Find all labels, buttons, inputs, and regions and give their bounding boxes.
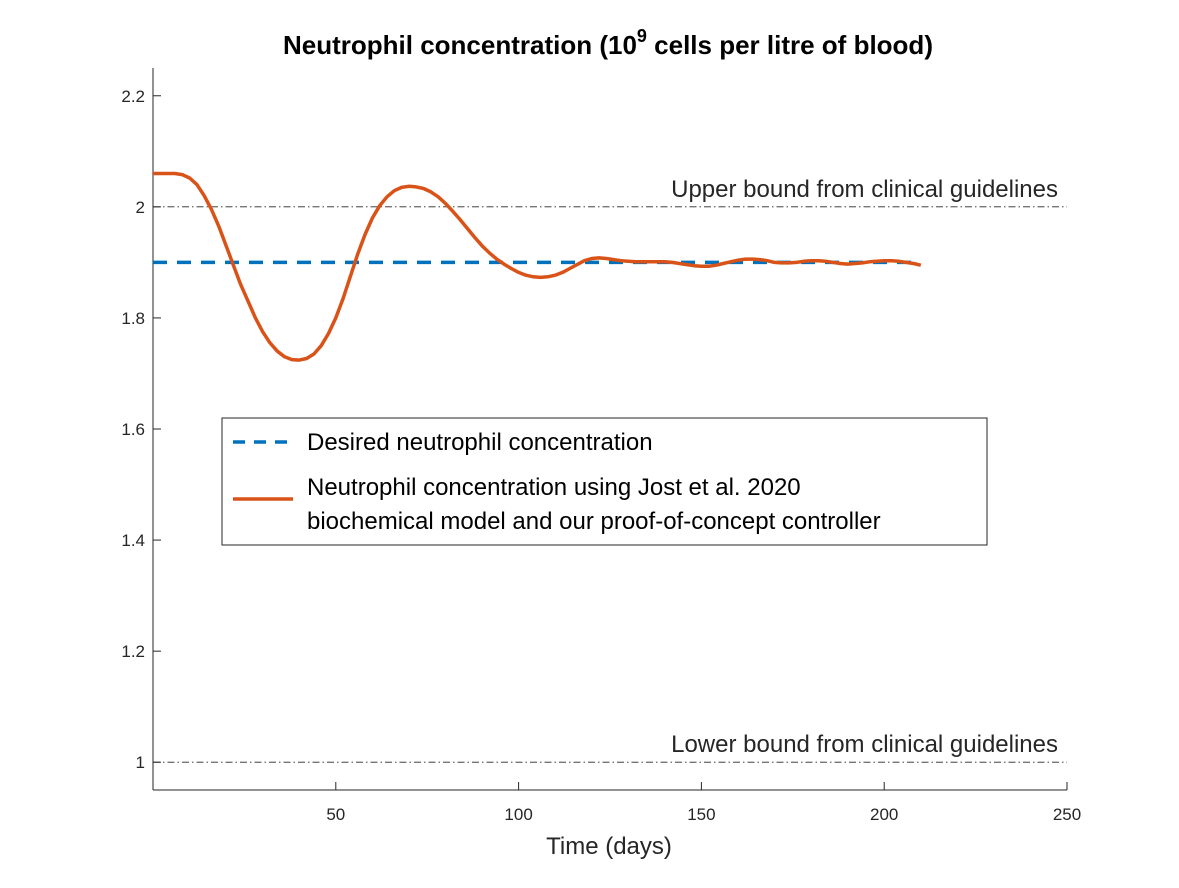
x-tick-label: 200 — [870, 805, 898, 824]
legend: Desired neutrophil concentration Neutrop… — [221, 417, 988, 546]
legend-box — [221, 417, 988, 546]
series-line-model — [153, 171, 922, 362]
x-tick-label: 150 — [687, 805, 715, 824]
x-axis-label: Time (days) — [546, 833, 672, 860]
y-tick-label: 1 — [136, 753, 145, 772]
x-tick-label: 100 — [504, 805, 532, 824]
x-tick-label: 250 — [1053, 805, 1081, 824]
reference-line-label: Upper bound from clinical guidelines — [671, 176, 1058, 203]
plot-area: 50 100 150 200 250 1 1.2 1.4 1.6 1.8 2 2.2 Upper bou… — [121, 68, 1081, 824]
y-tick-label: 1.6 — [121, 420, 145, 439]
y-tick-label: 1.8 — [121, 309, 145, 328]
chart-title-suffix: cells per litre of blood) — [647, 30, 933, 60]
y-tick-label: 2 — [136, 198, 145, 217]
legend-label-model-line-2: biochemical model and our proof-of-conce… — [307, 508, 881, 535]
reference-line-label: Lower bound from clinical guidelines — [671, 731, 1058, 758]
legend-label-desired: Desired neutrophil concentration — [307, 429, 653, 456]
chart-title: Neutrophil concentration (109 cells per … — [283, 26, 933, 60]
y-tick-label: 1.4 — [121, 531, 145, 550]
y-tick-label: 1.2 — [121, 642, 145, 661]
y-tick-label: 2.2 — [121, 87, 145, 106]
chart-title-prefix: Neutrophil concentration (10 — [283, 30, 637, 60]
chart-title-superscript: 9 — [637, 26, 647, 46]
x-tick-label: 50 — [326, 805, 345, 824]
legend-label-model-line-1: Neutrophil concentration using Jost et a… — [307, 474, 801, 501]
